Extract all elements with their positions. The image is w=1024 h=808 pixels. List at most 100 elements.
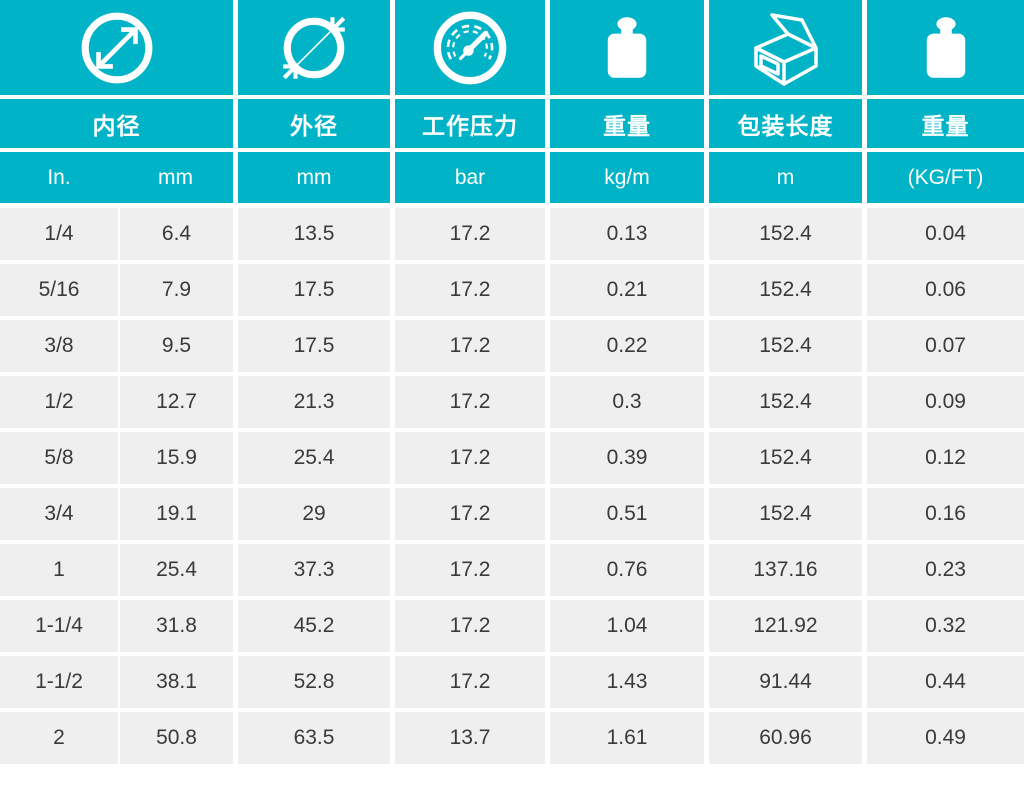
- header-weight-metric: 重量: [550, 99, 704, 148]
- table-cell: 50.8: [120, 712, 233, 764]
- icon-cell-pressure: [395, 0, 545, 95]
- table-cell: 0.21: [550, 264, 704, 316]
- table-cell: 1-1/2: [0, 656, 118, 708]
- icon-cell-inner-diameter: [0, 0, 233, 95]
- table-cell: 0.39: [550, 432, 704, 484]
- label-header-row: 内径 外径 工作压力 重量 包装长度 重量: [0, 99, 1024, 148]
- table-cell: 17.2: [395, 656, 545, 708]
- table-cell: 12.7: [120, 376, 233, 428]
- table-cell: 63.5: [238, 712, 390, 764]
- table-cell: 152.4: [709, 432, 862, 484]
- table-row: 2 50.8 63.5 13.7 1.61 60.96 0.49: [0, 712, 1024, 764]
- table-cell: 0.76: [550, 544, 704, 596]
- table-row: 1/2 12.7 21.3 17.2 0.3 152.4 0.09: [0, 376, 1024, 428]
- header-inner-diameter: 内径: [0, 99, 233, 148]
- table-cell: 152.4: [709, 320, 862, 372]
- table-cell: 29: [238, 488, 390, 540]
- icon-cell-package-length: [709, 0, 862, 95]
- table-cell: 0.13: [550, 208, 704, 260]
- table-cell: 1.43: [550, 656, 704, 708]
- header-working-pressure: 工作压力: [395, 99, 545, 148]
- unit-inches: In.: [47, 165, 71, 189]
- table-cell: 25.4: [238, 432, 390, 484]
- table-cell: 91.44: [709, 656, 862, 708]
- table-cell: 121.92: [709, 600, 862, 652]
- table-cell: 3/4: [0, 488, 118, 540]
- table-cell: 0.09: [867, 376, 1024, 428]
- table-cell: 13.5: [238, 208, 390, 260]
- table-cell: 17.2: [395, 432, 545, 484]
- table-cell: 1.04: [550, 600, 704, 652]
- table-body: 1/4 6.4 13.5 17.2 0.13 152.4 0.04 5/16 7.9 17.5 17…: [0, 208, 1024, 764]
- weight-icon: [921, 15, 971, 81]
- unit-mm-outer: mm: [238, 152, 390, 203]
- table-cell: 37.3: [238, 544, 390, 596]
- pressure-gauge-icon: [430, 8, 510, 88]
- table-cell: 19.1: [120, 488, 233, 540]
- table-cell: 17.5: [238, 264, 390, 316]
- table-cell: 5/16: [0, 264, 118, 316]
- icon-header-row: [0, 0, 1024, 95]
- spec-table: 内径 外径 工作压力 重量 包装长度 重量 In. mm mm bar kg/m…: [0, 0, 1024, 764]
- table-row: 3/8 9.5 17.5 17.2 0.22 152.4 0.07: [0, 320, 1024, 372]
- header-outer-diameter: 外径: [238, 99, 390, 148]
- table-row: 1-1/4 31.8 45.2 17.2 1.04 121.92 0.32: [0, 600, 1024, 652]
- table-cell: 17.2: [395, 488, 545, 540]
- table-row: 1 25.4 37.3 17.2 0.76 137.16 0.23: [0, 544, 1024, 596]
- table-cell: 3/8: [0, 320, 118, 372]
- table-cell: 1/4: [0, 208, 118, 260]
- table-cell: 1-1/4: [0, 600, 118, 652]
- table-cell: 25.4: [120, 544, 233, 596]
- table-cell: 152.4: [709, 208, 862, 260]
- unit-kg-ft: (KG/FT): [867, 152, 1024, 203]
- outer-diameter-icon: [275, 9, 353, 87]
- table-cell: 17.2: [395, 320, 545, 372]
- table-cell: 17.2: [395, 376, 545, 428]
- header-package-length: 包装长度: [709, 99, 862, 148]
- table-cell: 0.23: [867, 544, 1024, 596]
- table-cell: 17.2: [395, 544, 545, 596]
- table-cell: 1: [0, 544, 118, 596]
- table-cell: 15.9: [120, 432, 233, 484]
- table-cell: 17.2: [395, 600, 545, 652]
- inner-diameter-icon: [78, 9, 156, 87]
- unit-kg-per-m: kg/m: [550, 152, 704, 203]
- table-cell: 60.96: [709, 712, 862, 764]
- table-cell: 1/2: [0, 376, 118, 428]
- table-cell: 0.22: [550, 320, 704, 372]
- table-cell: 0.32: [867, 600, 1024, 652]
- unit-bar: bar: [395, 152, 545, 203]
- table-cell: 13.7: [395, 712, 545, 764]
- table-cell: 5/8: [0, 432, 118, 484]
- header-weight-imperial: 重量: [867, 99, 1024, 148]
- weight-icon: [602, 15, 652, 81]
- table-cell: 17.2: [395, 264, 545, 316]
- table-cell: 38.1: [120, 656, 233, 708]
- table-cell: 7.9: [120, 264, 233, 316]
- table-cell: 152.4: [709, 488, 862, 540]
- package-length-icon: [742, 10, 830, 86]
- table-cell: 6.4: [120, 208, 233, 260]
- table-row: 5/16 7.9 17.5 17.2 0.21 152.4 0.06: [0, 264, 1024, 316]
- table-cell: 17.2: [395, 208, 545, 260]
- unit-inner-diameter: In. mm: [0, 152, 233, 203]
- table-row: 5/8 15.9 25.4 17.2 0.39 152.4 0.12: [0, 432, 1024, 484]
- units-row: In. mm mm bar kg/m m (KG/FT): [0, 152, 1024, 203]
- table-cell: 0.04: [867, 208, 1024, 260]
- icon-cell-weight-metric: [550, 0, 704, 95]
- table-row: 3/4 19.1 29 17.2 0.51 152.4 0.16: [0, 488, 1024, 540]
- unit-mm-inner: mm: [158, 165, 193, 189]
- table-row: 1/4 6.4 13.5 17.2 0.13 152.4 0.04: [0, 208, 1024, 260]
- table-cell: 52.8: [238, 656, 390, 708]
- table-cell: 0.3: [550, 376, 704, 428]
- table-cell: 0.51: [550, 488, 704, 540]
- table-cell: 2: [0, 712, 118, 764]
- unit-m: m: [709, 152, 862, 203]
- table-cell: 31.8: [120, 600, 233, 652]
- table-cell: 0.16: [867, 488, 1024, 540]
- table-cell: 0.06: [867, 264, 1024, 316]
- table-cell: 0.49: [867, 712, 1024, 764]
- icon-cell-outer-diameter: [238, 0, 390, 95]
- table-cell: 21.3: [238, 376, 390, 428]
- table-cell: 152.4: [709, 376, 862, 428]
